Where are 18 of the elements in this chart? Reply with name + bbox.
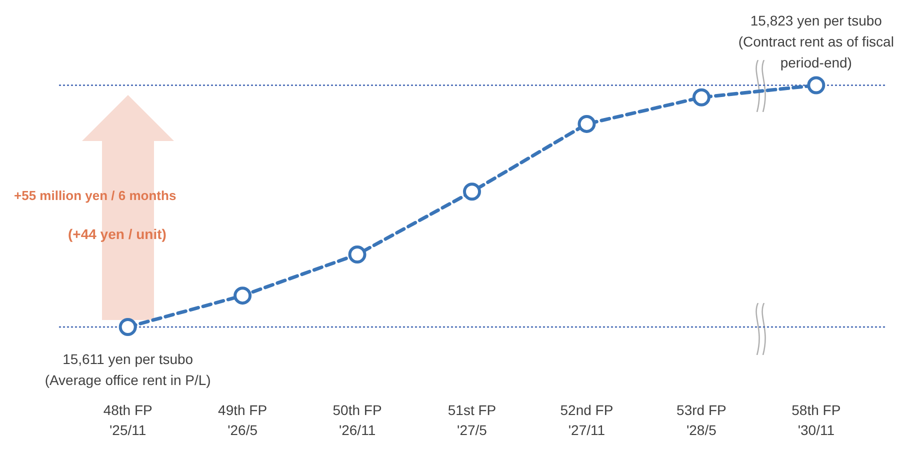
point xyxy=(118,318,137,336)
point xyxy=(348,245,366,264)
x-tick-label: 51st FP '27/5 xyxy=(448,402,496,438)
ref-line-label: 15,823 yen per tsubo (Contract rent as of fiscal period-end) xyxy=(738,12,894,70)
point xyxy=(234,286,252,305)
ref-line-label: 15,611 yen per tsubo (Average office rent in P/L) xyxy=(44,350,211,388)
x-tick-label: 53rd FP '28/5 xyxy=(676,402,726,438)
point xyxy=(578,114,596,133)
x-tick-label: 52nd FP '27/11 xyxy=(560,402,614,438)
annotation: +55 million yen / 6 months xyxy=(14,188,176,203)
annotation: (+44 yen / unit) xyxy=(68,226,166,242)
x-tick-label: 58th FP '30/11 xyxy=(792,402,841,438)
point xyxy=(692,88,710,106)
x-tick-label: 49th FP '26/5 xyxy=(218,402,268,438)
x-tick-label: 50th FP '26/11 xyxy=(332,402,382,438)
point xyxy=(463,182,481,201)
x-tick-label: 48th FP '25/11 xyxy=(103,402,152,438)
point xyxy=(807,76,826,94)
